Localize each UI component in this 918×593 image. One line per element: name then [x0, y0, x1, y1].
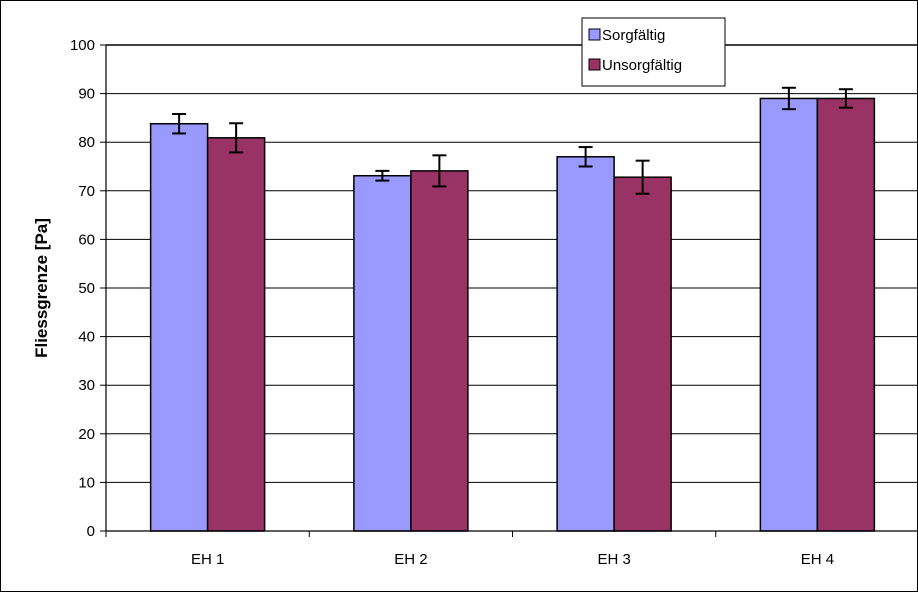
bar-sorgfaeltig-3 [556, 156, 615, 532]
legend-box [581, 17, 726, 87]
error-bar [838, 88, 853, 109]
y-tick-label: 50 [78, 280, 95, 297]
y-tick-label: 20 [78, 426, 95, 443]
error-bar [432, 154, 447, 188]
bar-unsorgfaeltig-2 [410, 170, 469, 532]
x-tick-label: EH 2 [394, 551, 427, 568]
error-bar [229, 122, 244, 154]
bar-unsorgfaeltig-3 [613, 176, 672, 532]
y-tick-label: 100 [70, 37, 95, 54]
y-tick-label: 90 [78, 86, 95, 103]
bar-unsorgfaeltig-4 [816, 97, 876, 532]
error-bar [781, 86, 796, 111]
error-bar [172, 113, 187, 135]
x-tick-label: EH 4 [801, 551, 834, 568]
bar-sorgfaeltig-4 [759, 97, 819, 532]
bar-sorgfaeltig-2 [353, 174, 412, 532]
x-tick-label: EH 3 [597, 551, 630, 568]
y-tick-label: 60 [78, 231, 95, 248]
y-tick-label: 30 [78, 377, 95, 394]
error-bar [375, 169, 390, 182]
legend: Sorgfältig Unsorgfältig [581, 17, 726, 87]
legend-label: Sorgfältig [602, 27, 665, 44]
axes [100, 44, 918, 537]
error-bars [172, 86, 853, 195]
y-tick-label: 70 [78, 183, 95, 200]
error-bar [635, 159, 650, 195]
legend-swatch [588, 58, 601, 71]
y-tick-label: 40 [78, 329, 95, 346]
y-axis-label: Fliessgrenze [Pa] [32, 218, 51, 358]
x-tick-label: EH 1 [191, 551, 224, 568]
tick-labels: 0 10 20 30 40 50 60 70 80 90 100 EH 1 EH 2 EH 3 EH 4 [70, 37, 834, 568]
y-tick-label: 10 [78, 474, 95, 491]
legend-swatch [588, 28, 601, 41]
bar-sorgfaeltig-1 [149, 122, 209, 532]
error-bar [578, 146, 593, 168]
y-tick-label: 80 [78, 134, 95, 151]
y-tick-label: 0 [87, 523, 95, 540]
bars [149, 97, 876, 532]
legend-label: Unsorgfältig [602, 57, 682, 74]
bar-unsorgfaeltig-1 [206, 137, 266, 532]
